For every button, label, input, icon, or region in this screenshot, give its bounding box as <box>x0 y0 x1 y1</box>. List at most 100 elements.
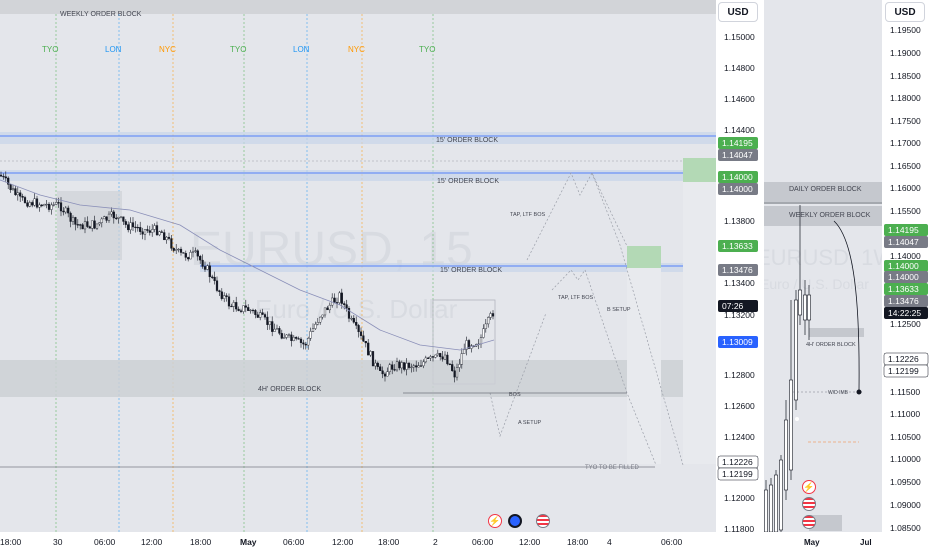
candle-body <box>295 336 298 339</box>
price-tag-bg-1w <box>884 236 928 248</box>
weekly-order-block-label: WEEKLY ORDER BLOCK <box>60 11 142 18</box>
order-block-4h-zone[interactable] <box>0 360 716 397</box>
x-tick: 12:00 <box>519 537 541 547</box>
bottom-zone-1w[interactable] <box>809 515 842 531</box>
y-tick: 1.14600 <box>724 94 755 104</box>
projection-box-a[interactable] <box>627 268 661 464</box>
candle-body <box>302 342 305 345</box>
lightning-icon-1w[interactable]: ⚡ <box>802 480 816 494</box>
candle-body <box>115 217 118 219</box>
projection-path-lower <box>489 312 547 438</box>
price-tag: 1.13633 <box>722 241 753 251</box>
candle-body <box>86 221 89 227</box>
candle-body <box>275 328 279 330</box>
candle-body <box>443 354 447 360</box>
order-block-4h-zone-1w[interactable] <box>809 328 864 337</box>
candle-body <box>333 297 336 303</box>
candle-body <box>177 248 180 251</box>
candle-body <box>95 223 99 229</box>
price-tag-bg-1w <box>884 260 928 272</box>
candle-body <box>381 370 384 375</box>
target-box-b[interactable] <box>683 158 716 182</box>
price-tag-bg <box>718 264 758 276</box>
y-tick-1w: 1.17000 <box>890 138 921 148</box>
time-axis-1w[interactable] <box>764 532 882 550</box>
candle-body-1w <box>807 294 811 321</box>
y-tick: 1.13200 <box>724 310 755 320</box>
candle-body <box>273 328 276 332</box>
range-box-left[interactable] <box>57 191 122 260</box>
weekly-order-block-zone-1w[interactable] <box>764 206 884 226</box>
pane-divider[interactable] <box>762 0 764 550</box>
y-tick-1w: 1.16500 <box>890 161 921 171</box>
x-tick: 18:00 <box>0 537 22 547</box>
tyo-fill-label: TYO TO BE FILLED <box>585 465 639 471</box>
candle-body <box>67 207 70 214</box>
candle-body <box>203 266 207 270</box>
candle-body <box>7 177 10 185</box>
y-tick: 1.14400 <box>724 125 755 135</box>
time-axis-15m[interactable] <box>0 532 716 550</box>
candle-body <box>98 222 101 225</box>
candle-body <box>427 357 430 359</box>
price-axis-ticks-1w: 1.19500 1.19000 1.18500 1.18000 1.17500 1.170… <box>890 25 921 533</box>
x-tick-may-1w: May <box>804 538 820 547</box>
price-axis-ticks-15m: 1.15000 1.14800 1.14600 1.14400 1.13800 1.134… <box>724 32 755 534</box>
weekly-order-block-zone[interactable] <box>0 0 716 14</box>
candle-body <box>230 305 233 308</box>
candle-body <box>194 250 197 252</box>
us-flag-icon-1w[interactable] <box>802 497 816 511</box>
y-tick: 1.12800 <box>724 370 755 380</box>
order-block-15m-mid[interactable] <box>0 170 716 181</box>
lightning-icon[interactable]: ⚡ <box>488 514 502 528</box>
chart-pane-15m[interactable]: EURUSD, 15 Euro / U.S. Dollar WEEKLY ORD… <box>0 0 762 550</box>
projection-path-right <box>591 172 684 466</box>
annotation-a-setup: A SETUP <box>518 420 542 426</box>
candle-body <box>383 373 387 377</box>
candle-body <box>91 220 94 229</box>
candle-body <box>165 236 168 241</box>
candle-body <box>88 226 91 229</box>
us-flag-icon[interactable] <box>536 514 550 528</box>
price-tag-1w: 1.13476 <box>888 296 919 306</box>
candle-body <box>71 217 75 222</box>
candle-body <box>271 321 274 332</box>
candle-body <box>321 314 324 318</box>
candle-body <box>112 211 115 219</box>
ob15-mid-label: 15' ORDER BLOCK <box>437 178 499 185</box>
candle-body <box>93 220 96 229</box>
currency-button-1w[interactable]: USD <box>885 2 925 22</box>
x-tick: 18:00 <box>378 537 400 547</box>
candle-body <box>191 251 195 253</box>
candle-body <box>0 174 3 177</box>
candle-body <box>338 292 341 303</box>
candle-body <box>208 265 211 278</box>
x-tick: 2 <box>433 537 438 547</box>
y-tick-1w: 1.14000 <box>890 251 921 261</box>
price-tag-bg <box>718 171 758 183</box>
us-flag-icon-1w-b[interactable] <box>802 515 816 529</box>
price-tag: 1.14047 <box>722 150 753 160</box>
chart-canvas-15m[interactable]: EURUSD, 15 Euro / U.S. Dollar WEEKLY ORD… <box>0 0 762 550</box>
order-block-15m-upper[interactable] <box>0 132 716 144</box>
y-tick: 1.13800 <box>724 216 755 226</box>
candle-body <box>340 292 343 304</box>
economic-event-icon[interactable] <box>508 514 522 528</box>
price-tag-1w: 1.14195 <box>888 225 919 235</box>
target-box-a[interactable] <box>627 246 661 268</box>
order-block-15m-low[interactable] <box>200 263 716 272</box>
y-tick: 1.12400 <box>724 432 755 442</box>
candle-body <box>2 175 5 178</box>
chart-canvas-1w[interactable]: EURUSD, 1W Euro / U.S. Dollar DAILY ORDE… <box>764 0 932 550</box>
candle-body <box>167 236 171 239</box>
projection-box-b[interactable] <box>683 182 716 464</box>
candle-body <box>143 229 147 235</box>
candle-body <box>388 364 391 372</box>
candle-body <box>374 362 377 367</box>
daily-order-block-zone[interactable] <box>764 182 884 204</box>
price-tag-bg <box>718 149 758 161</box>
chart-pane-1w[interactable]: EURUSD, 1W Euro / U.S. Dollar DAILY ORDE… <box>764 0 932 550</box>
currency-button-15m[interactable]: USD <box>718 2 758 22</box>
candle-body <box>422 361 425 367</box>
candle-body <box>376 362 379 367</box>
